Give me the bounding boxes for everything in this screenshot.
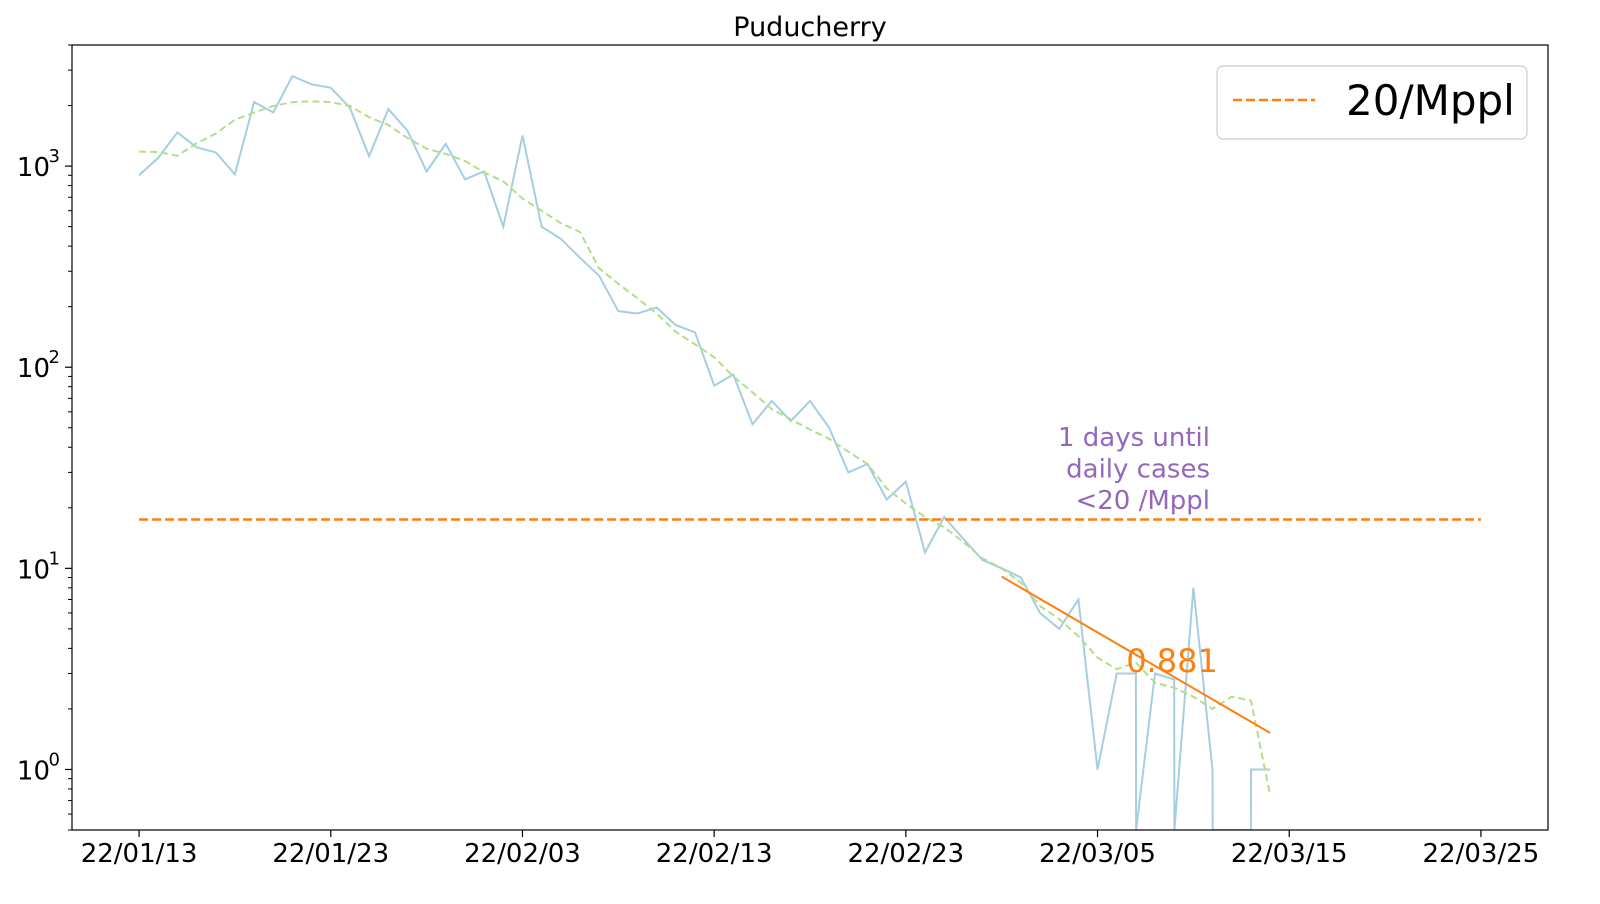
- plot-frame: [71, 44, 1549, 831]
- legend-box: [1216, 65, 1528, 140]
- y-tick-base: 10: [17, 354, 50, 384]
- y-tick-base: 10: [17, 153, 50, 183]
- x-tick-label: 22/03/25: [1423, 839, 1540, 869]
- series-line-0: [138, 74, 1271, 830]
- fit-line: [1001, 575, 1271, 734]
- x-tick-label: 22/01/13: [81, 839, 198, 869]
- y-tick-base: 10: [17, 555, 50, 585]
- x-tick-label: 22/03/05: [1039, 839, 1156, 869]
- y-tick-label: 10: [17, 555, 50, 585]
- legend-label: 20/Mppl: [1346, 76, 1515, 125]
- y-tick-exponent: 1: [49, 548, 60, 569]
- y-tick-exponent: 3: [49, 146, 60, 167]
- y-tick-label: 10: [17, 153, 50, 183]
- x-tick-label: 22/02/03: [464, 839, 581, 869]
- y-tick-label: 10: [17, 354, 50, 384]
- y-tick-label: 10: [17, 756, 50, 786]
- chart-title: Puducherry: [733, 12, 886, 43]
- y-tick-base: 10: [17, 756, 50, 786]
- annotation-line: <20 /Mppl: [1075, 486, 1210, 516]
- x-tick-label: 22/03/15: [1231, 839, 1348, 869]
- y-tick-exponent: 0: [49, 749, 60, 770]
- annotation-line: 1 days until: [1058, 423, 1210, 453]
- annotation-line: daily cases: [1066, 455, 1210, 485]
- x-tick-label: 22/02/23: [847, 839, 964, 869]
- fit-slope-label: 0.881: [1126, 642, 1218, 680]
- x-tick-label: 22/02/13: [656, 839, 773, 869]
- x-tick-label: 22/01/23: [272, 839, 389, 869]
- series-line-1: [139, 100, 1272, 795]
- y-tick-exponent: 2: [49, 347, 60, 368]
